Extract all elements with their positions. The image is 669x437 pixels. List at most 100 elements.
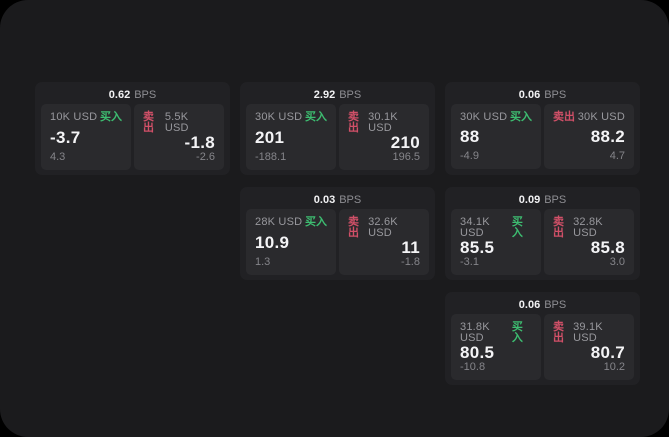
buy-tile-header: 31.8K USD 买入	[460, 322, 532, 344]
buy-delta: 4.3	[50, 151, 66, 163]
sell-amount: 30K USD	[577, 111, 625, 123]
spread-header: 0.06 BPS	[451, 296, 634, 314]
buy-tile[interactable]: 10K USD 买入 -3.7 4.3	[41, 104, 131, 170]
sell-delta: 10.2	[603, 361, 625, 373]
spread-unit: BPS	[544, 89, 567, 101]
sell-tile[interactable]: 卖出 5.5K USD -1.8 -2.6	[134, 104, 224, 170]
buy-amount: 31.8K USD	[460, 321, 490, 344]
buy-tile[interactable]: 30K USD 买入 201 -188.1	[246, 104, 336, 170]
buy-tile-header: 30K USD 买入	[255, 112, 327, 123]
buy-amount: 30K USD	[460, 111, 508, 123]
buy-price: -3.7	[50, 127, 81, 147]
buy-amount: 10K USD	[50, 111, 98, 123]
quote-card: 2.92 BPS 30K USD 买入 201 -188.1 卖出 30.1K …	[240, 82, 435, 175]
buy-label: 买入	[305, 216, 327, 228]
spread-header: 0.09 BPS	[451, 191, 634, 209]
sell-tile[interactable]: 卖出 32.8K USD 85.8 3.0	[544, 209, 634, 275]
sell-tile[interactable]: 卖出 39.1K USD 80.7 10.2	[544, 314, 634, 380]
sell-tile-header: 卖出 30.1K USD	[348, 112, 420, 134]
buy-price: 10.9	[255, 232, 290, 252]
buy-amount: 28K USD	[255, 216, 303, 228]
spread-header: 0.62 BPS	[41, 86, 224, 104]
spread-unit: BPS	[134, 89, 157, 101]
buy-price: 88	[460, 127, 480, 146]
sell-price: 11	[401, 238, 420, 257]
buy-price: 85.5	[460, 238, 495, 257]
spread-header: 0.06 BPS	[451, 86, 634, 104]
sell-price: 210	[390, 133, 420, 152]
spread-value: 2.92	[313, 89, 336, 101]
sell-tile-header: 卖出 30K USD	[553, 112, 625, 123]
price-tiles: 30K USD 买入 201 -188.1 卖出 30.1K USD 210 1…	[246, 104, 429, 170]
quote-card: 0.06 BPS 31.8K USD 买入 80.5 -10.8 卖出 39.1…	[445, 292, 640, 385]
sell-price: -1.8	[184, 133, 215, 152]
sell-delta: 4.7	[609, 150, 625, 162]
sell-label: 卖出	[553, 111, 575, 123]
sell-amount: 39.1K USD	[573, 321, 603, 344]
sell-amount: 30.1K USD	[368, 111, 398, 134]
price-tiles: 28K USD 买入 10.9 1.3 卖出 32.6K USD 11 -1.8	[246, 209, 429, 275]
spread-unit: BPS	[544, 194, 567, 206]
spread-unit: BPS	[339, 89, 362, 101]
price-tiles: 30K USD 买入 88 -4.9 卖出 30K USD 88.2 4.7	[451, 104, 634, 169]
spread-value: 0.03	[313, 194, 336, 206]
quote-card: 0.06 BPS 30K USD 买入 88 -4.9 卖出 30K USD	[445, 82, 640, 175]
spread-value: 0.06	[518, 89, 541, 101]
buy-tile[interactable]: 31.8K USD 买入 80.5 -10.8	[451, 314, 541, 380]
sell-label: 卖出	[143, 111, 154, 134]
sell-tile-header: 卖出 39.1K USD	[553, 322, 625, 344]
sell-amount: 32.6K USD	[368, 216, 398, 239]
buy-tile-header: 10K USD 买入	[50, 112, 122, 123]
sell-tile-header: 卖出 32.8K USD	[553, 217, 625, 239]
sell-delta: -1.8	[401, 256, 420, 268]
buy-tile[interactable]: 34.1K USD 买入 85.5 -3.1	[451, 209, 541, 275]
quote-card: 0.03 BPS 28K USD 买入 10.9 1.3 卖出 32.6K US…	[240, 187, 435, 280]
buy-tile-header: 34.1K USD 买入	[460, 217, 532, 239]
buy-delta: -10.8	[460, 361, 486, 373]
spread-unit: BPS	[339, 194, 362, 206]
sell-label: 卖出	[553, 216, 564, 239]
sell-tile-header: 卖出 5.5K USD	[143, 112, 215, 134]
spread-value: 0.62	[108, 89, 131, 101]
buy-delta: -3.1	[460, 256, 479, 268]
buy-label: 买入	[511, 321, 523, 344]
buy-label: 买入	[100, 111, 122, 123]
spread-value: 0.09	[518, 194, 541, 206]
sell-price: 80.7	[590, 343, 625, 362]
buy-tile-header: 30K USD 买入	[460, 112, 532, 123]
sell-delta: 196.5	[392, 151, 420, 163]
buy-tile[interactable]: 28K USD 买入 10.9 1.3	[246, 209, 336, 275]
sell-label: 卖出	[348, 111, 359, 134]
sell-tile[interactable]: 卖出 30.1K USD 210 196.5	[339, 104, 429, 170]
quote-card: 0.09 BPS 34.1K USD 买入 85.5 -3.1 卖出 32.8K…	[445, 187, 640, 280]
sell-price: 88.2	[590, 127, 625, 146]
quote-card: 0.62 BPS 10K USD 买入 -3.7 4.3 卖出 5.5K USD	[35, 82, 230, 175]
sell-label: 卖出	[348, 216, 359, 239]
buy-delta: -4.9	[460, 150, 479, 162]
buy-tile[interactable]: 30K USD 买入 88 -4.9	[451, 104, 541, 169]
buy-delta: 1.3	[255, 256, 271, 268]
sell-delta: -2.6	[196, 151, 215, 163]
buy-amount: 34.1K USD	[460, 216, 490, 239]
spread-unit: BPS	[544, 299, 567, 311]
quote-cards-grid: 0.62 BPS 10K USD 买入 -3.7 4.3 卖出 5.5K USD	[35, 82, 640, 385]
price-tiles: 34.1K USD 买入 85.5 -3.1 卖出 32.8K USD 85.8…	[451, 209, 634, 275]
price-tiles: 31.8K USD 买入 80.5 -10.8 卖出 39.1K USD 80.…	[451, 314, 634, 380]
buy-price: 80.5	[460, 343, 495, 362]
buy-price: 201	[255, 127, 285, 147]
buy-amount: 30K USD	[255, 111, 303, 123]
spread-header: 2.92 BPS	[246, 86, 429, 104]
sell-tile-header: 卖出 32.6K USD	[348, 217, 420, 239]
spread-value: 0.06	[518, 299, 541, 311]
buy-tile-header: 28K USD 买入	[255, 217, 327, 228]
buy-label: 买入	[305, 111, 327, 123]
price-tiles: 10K USD 买入 -3.7 4.3 卖出 5.5K USD -1.8 -2.…	[41, 104, 224, 170]
buy-label: 买入	[511, 216, 523, 239]
sell-tile[interactable]: 卖出 32.6K USD 11 -1.8	[339, 209, 429, 275]
buy-label: 买入	[510, 111, 532, 123]
sell-amount: 32.8K USD	[573, 216, 603, 239]
sell-price: 85.8	[590, 238, 625, 257]
sell-tile[interactable]: 卖出 30K USD 88.2 4.7	[544, 104, 634, 169]
sell-label: 卖出	[553, 321, 564, 344]
